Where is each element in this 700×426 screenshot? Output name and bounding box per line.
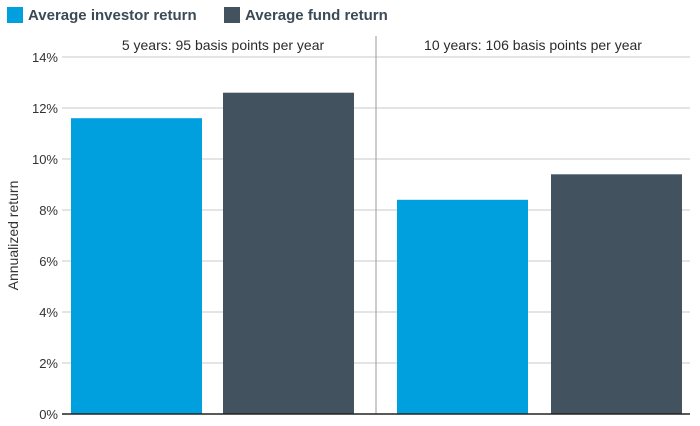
y-tick-label: 2%	[39, 356, 58, 371]
legend-swatch-2	[224, 7, 240, 23]
y-tick-label: 10%	[32, 152, 58, 167]
panel-titles: 5 years: 95 basis points per year 10 year…	[122, 37, 642, 53]
y-tick-label: 4%	[39, 305, 58, 320]
y-tick-label: 6%	[39, 254, 58, 269]
y-tick-label: 12%	[32, 101, 58, 116]
panel-title-2: 10 years: 106 basis points per year	[424, 37, 642, 53]
y-axis-ticks: 0% 2% 4% 6% 8% 10% 12% 14%	[32, 50, 58, 422]
legend-label-1: Average investor return	[28, 7, 197, 24]
legend-swatch-1	[7, 7, 23, 23]
y-axis-label: Annualized return	[5, 181, 21, 291]
bar-1-1	[71, 118, 202, 414]
y-tick-label: 8%	[39, 203, 58, 218]
bar-2-2	[551, 174, 682, 414]
bar-2-1	[397, 199, 528, 414]
bar-1-2	[223, 92, 354, 414]
legend: Average investor return Average fund retu…	[7, 7, 388, 24]
panel-title-1: 5 years: 95 basis points per year	[122, 37, 325, 53]
y-tick-label: 0%	[39, 407, 58, 422]
legend-label-2: Average fund return	[245, 7, 388, 24]
y-tick-label: 14%	[32, 50, 58, 65]
bars	[71, 92, 682, 414]
